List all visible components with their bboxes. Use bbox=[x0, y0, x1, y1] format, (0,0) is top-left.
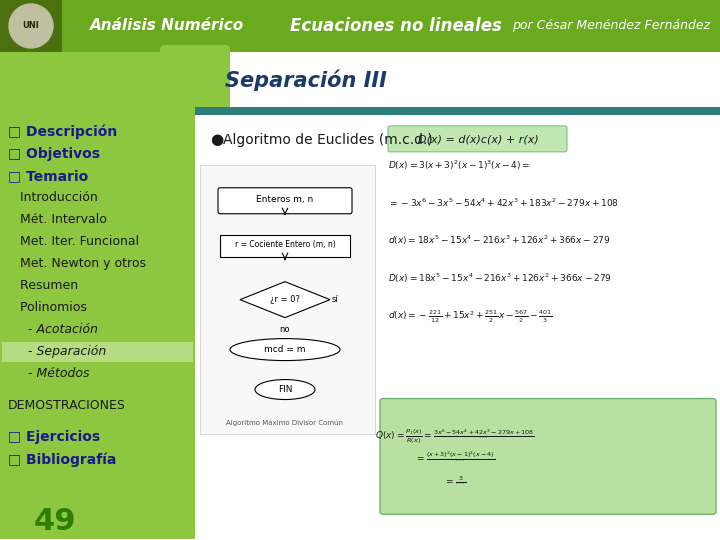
Bar bbox=[2, 342, 193, 362]
Bar bbox=[0, 0, 720, 52]
Text: $D(x) = 3(x+3)^2(x-1)^3(x-4) =$: $D(x) = 3(x+3)^2(x-1)^3(x-4) =$ bbox=[388, 158, 531, 172]
FancyBboxPatch shape bbox=[160, 45, 230, 115]
Text: $= -3x^6 - 3x^5 - 54x^4 + 42x^3 + 183x^2 - 279x + 108$: $= -3x^6 - 3x^5 - 54x^4 + 42x^3 + 183x^2… bbox=[388, 197, 619, 209]
Text: UNI: UNI bbox=[22, 22, 40, 30]
Bar bbox=[0, 0, 62, 52]
FancyBboxPatch shape bbox=[218, 188, 352, 214]
Text: Polinomios: Polinomios bbox=[8, 301, 87, 314]
Text: $d(x) = -\frac{221}{12} + 15x^2 + \frac{251}{2}x - \frac{567}{2} - \frac{401}{3}: $d(x) = -\frac{221}{12} + 15x^2 + \frac{… bbox=[388, 308, 553, 325]
Bar bbox=[195, 52, 720, 539]
Text: ●: ● bbox=[210, 132, 223, 147]
Text: Met. Newton y otros: Met. Newton y otros bbox=[8, 257, 146, 270]
Text: r = Cociente Entero (m, n): r = Cociente Entero (m, n) bbox=[235, 240, 336, 249]
Text: Introducción: Introducción bbox=[8, 191, 98, 204]
Text: $= \frac{(x+3)^2(x-1)^2(x-4)}{...}$: $= \frac{(x+3)^2(x-1)^2(x-4)}{...}$ bbox=[415, 449, 495, 463]
Text: □ Objetivos: □ Objetivos bbox=[8, 147, 100, 161]
Text: mcd = m: mcd = m bbox=[264, 345, 306, 354]
Text: Met. Iter. Funcional: Met. Iter. Funcional bbox=[8, 235, 139, 248]
Text: Enteros m, n: Enteros m, n bbox=[256, 195, 314, 204]
FancyBboxPatch shape bbox=[388, 126, 567, 152]
Bar bbox=[200, 165, 375, 435]
Ellipse shape bbox=[255, 380, 315, 400]
Bar bbox=[195, 107, 720, 115]
Text: □ Bibliografía: □ Bibliografía bbox=[8, 452, 117, 467]
Circle shape bbox=[9, 4, 53, 48]
Text: Separación III: Separación III bbox=[225, 69, 387, 91]
Polygon shape bbox=[240, 282, 330, 318]
Text: $Q(x) = \frac{P_1(x)}{R(x)} = \frac{3x^6 - 54x^4 + 42x^3 - 279x + 108}{...}$: $Q(x) = \frac{P_1(x)}{R(x)} = \frac{3x^6… bbox=[375, 427, 535, 446]
Text: $D(x) = 18x^5 - 15x^4 - 216x^3 + 126x^2 + 366x - 279$: $D(x) = 18x^5 - 15x^4 - 216x^3 + 126x^2 … bbox=[388, 272, 612, 285]
Text: Resumen: Resumen bbox=[8, 279, 78, 292]
Text: - Métodos: - Métodos bbox=[8, 367, 89, 380]
Text: - Acotación: - Acotación bbox=[8, 323, 98, 336]
Text: sí: sí bbox=[332, 295, 338, 304]
Text: DEMOSTRACIONES: DEMOSTRACIONES bbox=[8, 399, 126, 412]
Text: Ecuaciones no lineales: Ecuaciones no lineales bbox=[290, 17, 502, 35]
Text: □ Temario: □ Temario bbox=[8, 169, 89, 183]
Bar bbox=[0, 52, 195, 539]
Text: Algoritmo de Euclides (m.c.d.): Algoritmo de Euclides (m.c.d.) bbox=[223, 133, 433, 147]
Text: no: no bbox=[280, 325, 290, 334]
Text: 49: 49 bbox=[34, 507, 76, 536]
Text: Algoritmo Máximo Divisor Común: Algoritmo Máximo Divisor Común bbox=[227, 420, 343, 427]
Text: FIN: FIN bbox=[278, 385, 292, 394]
Text: D(x) = d(x)c(x) + r(x): D(x) = d(x)c(x) + r(x) bbox=[418, 135, 539, 145]
Text: - Separación: - Separación bbox=[8, 345, 107, 358]
Bar bbox=[195, 52, 720, 107]
Text: Análisis Numérico: Análisis Numérico bbox=[90, 18, 244, 33]
Text: $= \frac{3}{...}$: $= \frac{3}{...}$ bbox=[444, 475, 467, 488]
FancyBboxPatch shape bbox=[380, 399, 716, 515]
Text: □ Ejercicios: □ Ejercicios bbox=[8, 430, 100, 444]
Ellipse shape bbox=[230, 339, 340, 361]
Bar bbox=[220, 235, 350, 256]
Text: Mét. Intervalo: Mét. Intervalo bbox=[8, 213, 107, 226]
Text: □ Descripción: □ Descripción bbox=[8, 125, 117, 139]
Text: ¿r = 0?: ¿r = 0? bbox=[270, 295, 300, 304]
Text: $d(x) = 18x^5 - 15x^4 - 216x^3 + 126x^2 + 366x - 279$: $d(x) = 18x^5 - 15x^4 - 216x^3 + 126x^2 … bbox=[388, 234, 611, 247]
Text: por César Menéndez Fernández: por César Menéndez Fernández bbox=[512, 19, 710, 32]
